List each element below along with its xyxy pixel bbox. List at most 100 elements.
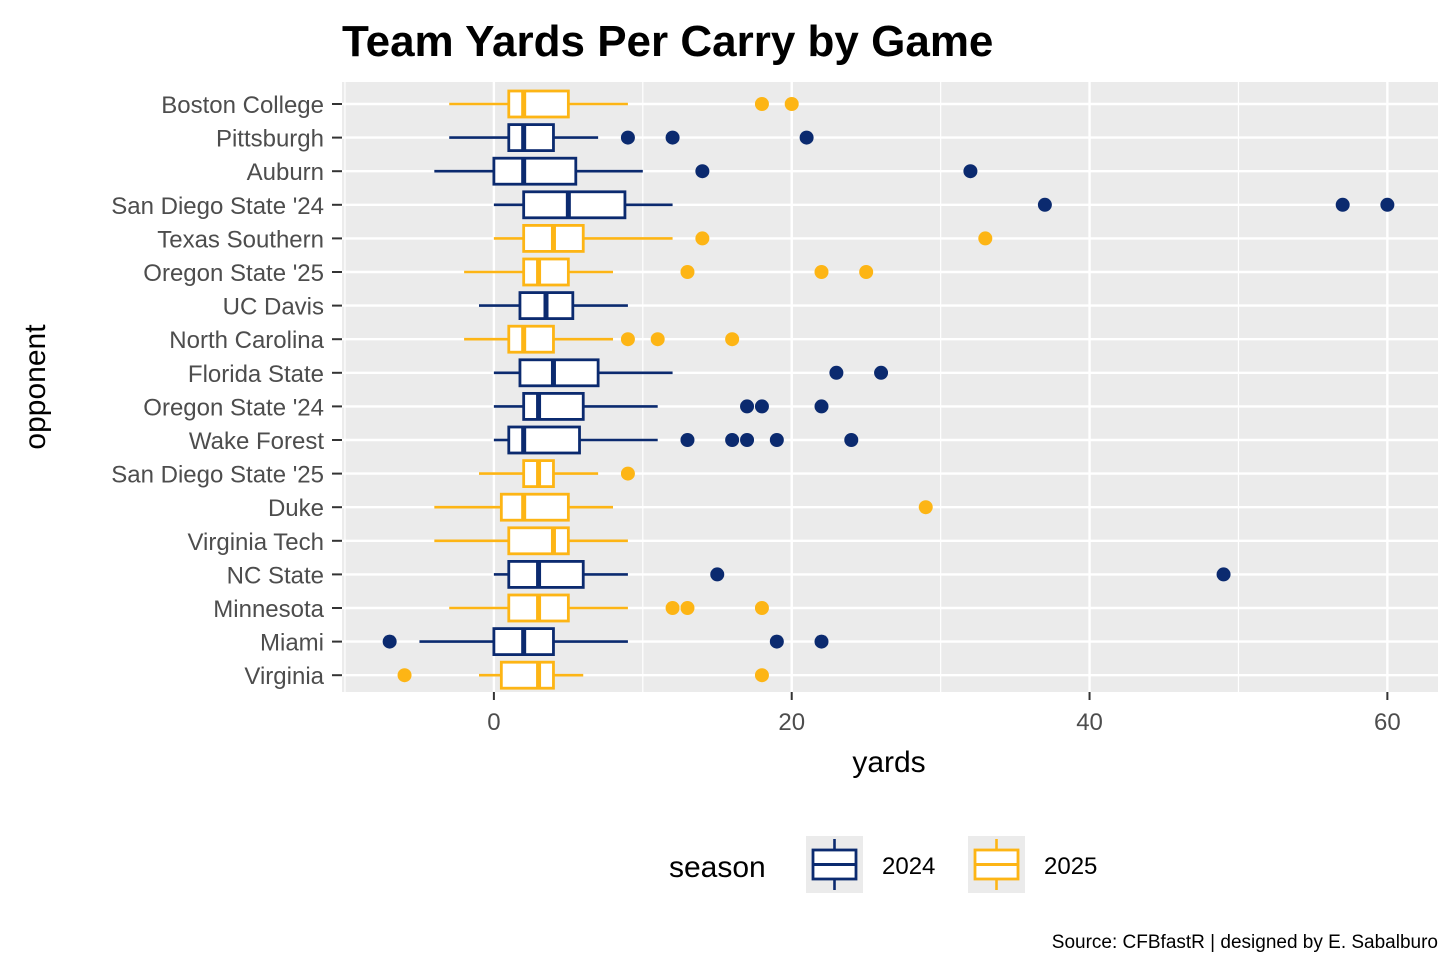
chart-title: Team Yards Per Carry by Game bbox=[342, 17, 993, 66]
outlier-point bbox=[397, 668, 412, 683]
outlier-point bbox=[665, 130, 680, 145]
y-tick-label: Minnesota bbox=[213, 596, 324, 623]
outlier-point bbox=[814, 399, 829, 414]
box-nc-state bbox=[493, 560, 1231, 589]
box-duke bbox=[434, 492, 933, 522]
y-tick-label: Auburn bbox=[247, 159, 324, 186]
x-tick-label: 40 bbox=[1076, 709, 1103, 736]
box-iqr bbox=[507, 425, 581, 455]
box-san-diego-state-24 bbox=[493, 190, 1395, 220]
x-axis-label: yards bbox=[852, 746, 925, 779]
outlier-point bbox=[754, 399, 769, 414]
box-iqr bbox=[499, 660, 555, 690]
y-tick-label: Virginia Tech bbox=[187, 529, 324, 556]
legend-key-2024: 2024 bbox=[806, 836, 935, 893]
outlier-point bbox=[620, 130, 635, 145]
y-tick-label: San Diego State '25 bbox=[111, 462, 324, 489]
outlier-point bbox=[650, 332, 665, 347]
box-marks bbox=[382, 89, 1395, 690]
box-oregon-state-24 bbox=[493, 391, 829, 421]
box-north-carolina bbox=[464, 324, 740, 354]
y-tick-label: Boston College bbox=[161, 92, 324, 119]
outlier-point bbox=[963, 164, 978, 179]
y-tick-label: Duke bbox=[268, 495, 324, 522]
outlier-point bbox=[620, 332, 635, 347]
box-iqr bbox=[522, 257, 570, 287]
box-iqr bbox=[518, 358, 600, 388]
box-iqr bbox=[507, 123, 555, 152]
y-tick-label: Oregon State '24 bbox=[143, 394, 324, 421]
box-florida-state bbox=[493, 358, 889, 388]
outlier-point bbox=[740, 399, 755, 414]
box-auburn bbox=[434, 156, 978, 186]
box-virginia bbox=[397, 660, 769, 690]
outlier-point bbox=[918, 500, 933, 515]
outlier-point bbox=[710, 567, 725, 582]
outlier-point bbox=[829, 365, 844, 380]
y-tick-label: Pittsburgh bbox=[216, 126, 324, 153]
outlier-point bbox=[725, 332, 740, 347]
outlier-point bbox=[382, 634, 397, 649]
outlier-point bbox=[754, 601, 769, 615]
box-iqr bbox=[522, 190, 627, 220]
box-iqr bbox=[492, 156, 578, 186]
outlier-point bbox=[784, 97, 799, 111]
x-tick-label: 60 bbox=[1374, 709, 1401, 736]
x-axis: 0 20 40 60 bbox=[487, 692, 1401, 736]
legend-key-2025: 2025 bbox=[968, 836, 1097, 893]
outlier-point bbox=[769, 634, 784, 649]
legend-label: 2024 bbox=[882, 853, 935, 880]
box-iqr bbox=[522, 391, 585, 421]
outlier-point bbox=[978, 231, 993, 246]
box-iqr bbox=[507, 526, 570, 556]
y-tick-label: Miami bbox=[260, 630, 324, 657]
outlier-point bbox=[859, 265, 874, 279]
box-iqr bbox=[499, 492, 570, 522]
outlier-point bbox=[754, 668, 769, 683]
outlier-point bbox=[754, 97, 769, 111]
outlier-point bbox=[1380, 197, 1395, 212]
box-iqr bbox=[507, 324, 555, 354]
y-tick-label: Oregon State '25 bbox=[143, 260, 324, 287]
outlier-point bbox=[1216, 567, 1231, 582]
y-axis: Boston College Pittsburgh Auburn San Diego … bbox=[111, 92, 342, 690]
box-miami bbox=[382, 627, 829, 656]
box-minnesota bbox=[449, 593, 769, 623]
outlier-point bbox=[740, 433, 755, 447]
outlier-point bbox=[874, 365, 889, 380]
box-iqr bbox=[507, 560, 585, 589]
outlier-point bbox=[799, 130, 814, 145]
outlier-point bbox=[695, 164, 710, 179]
y-tick-label: San Diego State '24 bbox=[111, 193, 324, 220]
y-axis-label: opponent bbox=[19, 324, 52, 450]
y-tick-label: Texas Southern bbox=[157, 226, 324, 253]
outlier-point bbox=[1335, 197, 1350, 212]
x-tick-label: 0 bbox=[487, 709, 500, 736]
outlier-point bbox=[725, 433, 740, 447]
outlier-point bbox=[814, 634, 829, 649]
outlier-point bbox=[814, 265, 829, 279]
y-tick-label: UC Davis bbox=[223, 294, 324, 321]
outlier-point bbox=[665, 601, 680, 615]
y-tick-label: North Carolina bbox=[169, 327, 324, 354]
y-tick-label: Florida State bbox=[188, 361, 324, 388]
box-iqr bbox=[507, 89, 570, 119]
caption: Source: CFBfastR | designed by E. Sabalb… bbox=[1052, 932, 1438, 953]
outlier-point bbox=[680, 265, 695, 279]
box-texas-southern bbox=[493, 223, 993, 253]
box-boston-college bbox=[449, 89, 799, 119]
y-tick-label: Wake Forest bbox=[189, 428, 324, 455]
box-virginia-tech bbox=[434, 526, 628, 556]
box-pittsburgh bbox=[449, 123, 814, 152]
outlier-point bbox=[695, 231, 710, 246]
legend-label: 2025 bbox=[1044, 853, 1097, 880]
y-tick-label: Virginia bbox=[244, 663, 324, 690]
box-san-diego-state-25 bbox=[479, 459, 635, 489]
outlier-point bbox=[680, 601, 695, 615]
outlier-point bbox=[1037, 197, 1052, 212]
box-oregon-state-25 bbox=[464, 257, 874, 287]
y-tick-label: NC State bbox=[227, 562, 324, 589]
outlier-point bbox=[769, 433, 784, 447]
legend-title: season bbox=[669, 851, 766, 884]
